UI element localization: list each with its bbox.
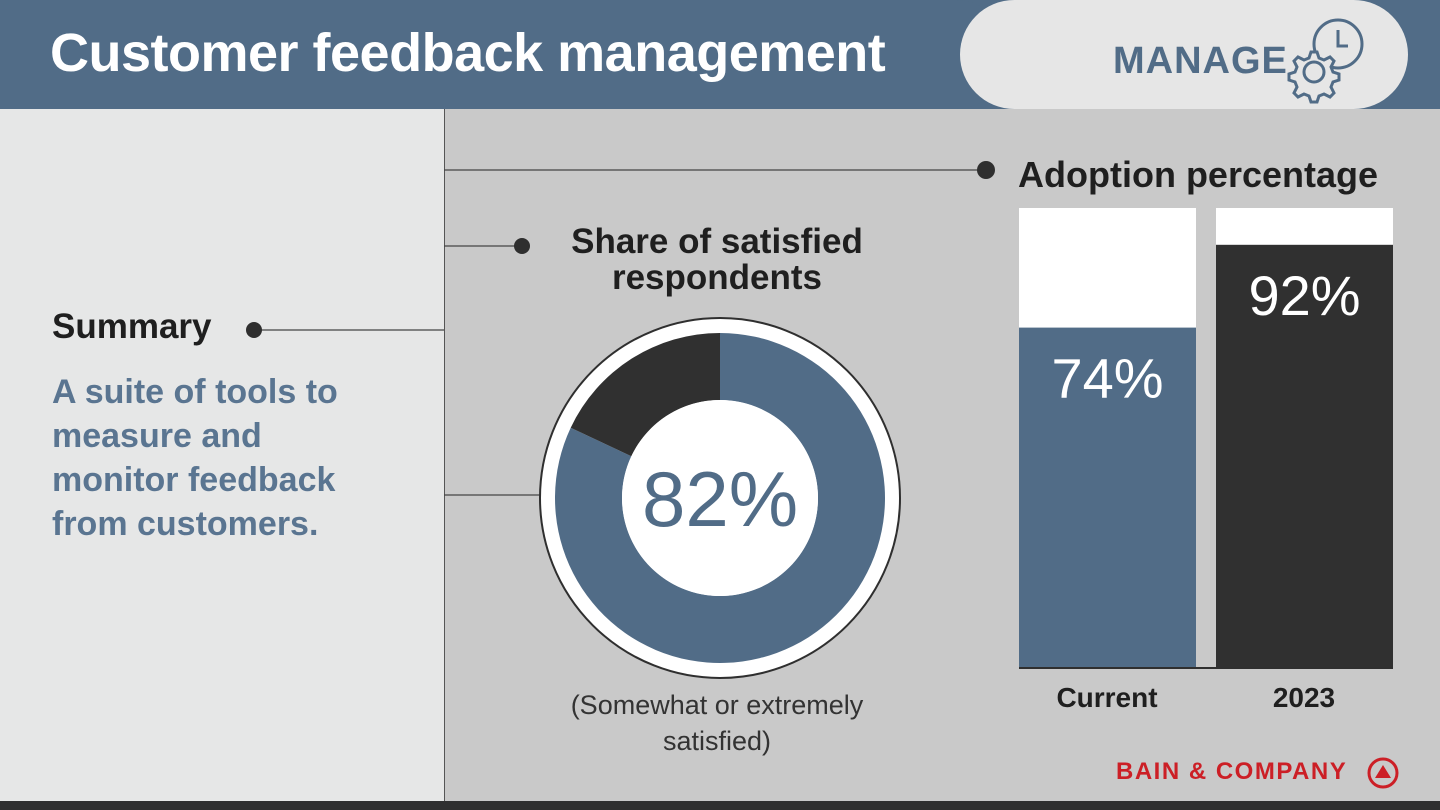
bar-category-label: Current xyxy=(1056,682,1158,713)
bar-data-label: 92% xyxy=(1248,264,1360,327)
donut-caption: (Somewhat or extremely satisfied) xyxy=(570,690,864,756)
gear-clock-icon xyxy=(1287,18,1364,104)
bar xyxy=(1019,327,1196,668)
bar-category-label: 2023 xyxy=(1272,682,1336,713)
summary-text: A suite of tools to measure and monitor … xyxy=(52,373,338,543)
donut-slice xyxy=(570,333,720,457)
adoption-chart-title: Adoption percentage xyxy=(1018,154,1379,195)
bain-logo-icon xyxy=(1367,757,1399,789)
page-title: Customer feedback management xyxy=(50,23,886,83)
donut-hole xyxy=(622,400,818,596)
title-banner xyxy=(0,0,1010,109)
donut-chart: 82% xyxy=(539,317,901,679)
donut-center-label: 82% xyxy=(642,455,798,543)
donut-slice xyxy=(555,333,885,663)
adoption-bar-chart: 74% 92% xyxy=(1019,208,1393,669)
summary-panel xyxy=(0,109,445,801)
manage-label: MANAGE xyxy=(1113,40,1288,82)
summary-heading: Summary xyxy=(52,307,212,346)
bar xyxy=(1216,244,1393,669)
bar-data-label: 74% xyxy=(1051,347,1163,410)
footer-bar xyxy=(0,801,1440,810)
donut-chart-title: Share of satisfied respondents xyxy=(571,222,863,297)
brand-logo-text: BAIN & COMPANY xyxy=(1116,758,1348,785)
